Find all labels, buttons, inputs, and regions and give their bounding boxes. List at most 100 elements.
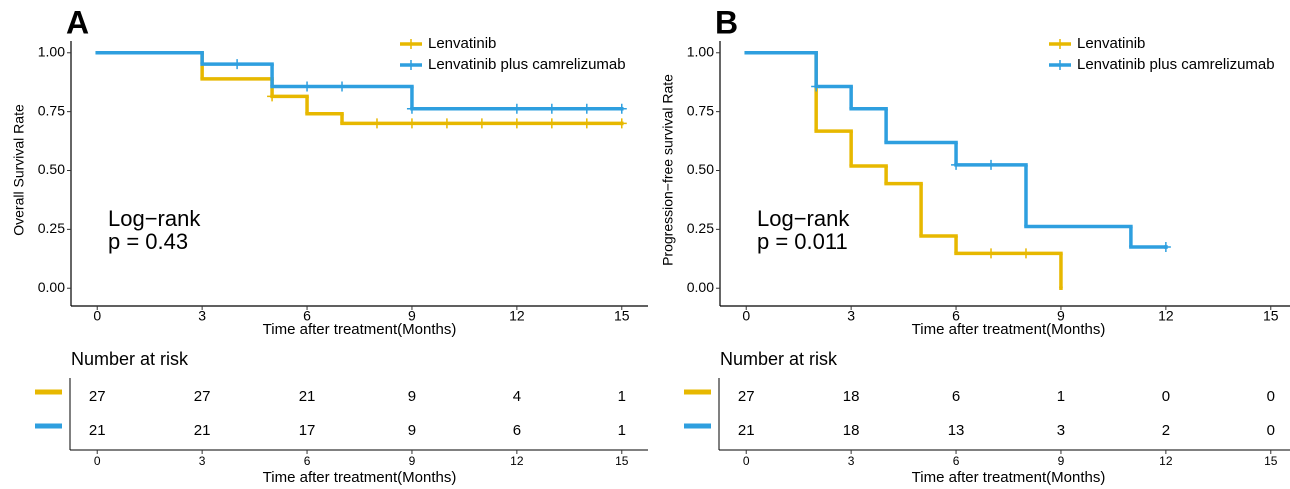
x-axis-label: Time after treatment(Months) <box>263 321 457 338</box>
censor-mark <box>616 118 627 129</box>
x-tick-label: 15 <box>1263 308 1279 324</box>
censor-mark <box>406 103 417 114</box>
censor-mark <box>302 81 313 92</box>
censor-mark <box>986 248 997 259</box>
y-tick-label: 0.25 <box>38 220 65 236</box>
x-tick-label: 0 <box>93 308 101 324</box>
risk-x-axis-label: Time after treatment(Months) <box>912 469 1106 486</box>
risk-count: 27 <box>89 388 106 405</box>
legend-label: Lenvatinib <box>1077 35 1145 52</box>
censor-mark <box>1160 242 1171 253</box>
y-tick-label: 0.25 <box>687 220 714 236</box>
censor-mark <box>267 91 278 102</box>
risk-count: 13 <box>948 422 965 439</box>
risk-x-tick-label: 3 <box>199 454 206 468</box>
risk-table-title: Number at risk <box>720 349 838 369</box>
y-tick-label: 0.50 <box>687 161 714 177</box>
annotation: Log−rank <box>757 206 850 231</box>
risk-count: 18 <box>843 422 860 439</box>
censor-mark <box>511 118 522 129</box>
risk-count: 27 <box>738 388 755 405</box>
risk-count: 21 <box>194 422 211 439</box>
y-tick-label: 0.75 <box>687 102 714 118</box>
censor-mark <box>406 118 417 129</box>
censor-mark <box>616 103 627 114</box>
x-tick-label: 3 <box>198 308 206 324</box>
censor-mark <box>371 118 382 129</box>
risk-count: 0 <box>1162 388 1170 405</box>
censor-mark <box>1020 248 1031 259</box>
x-axis-label: Time after treatment(Months) <box>912 321 1106 338</box>
risk-x-tick-label: 3 <box>848 454 855 468</box>
legend-label: Lenvatinib plus camrelizumab <box>428 56 626 73</box>
risk-count: 0 <box>1267 388 1275 405</box>
censor-mark <box>811 81 822 92</box>
censor-mark <box>951 159 962 170</box>
risk-count: 9 <box>408 422 416 439</box>
y-tick-label: 0.50 <box>38 161 65 177</box>
risk-count: 1 <box>618 388 626 405</box>
risk-x-tick-label: 12 <box>510 454 524 468</box>
risk-count: 17 <box>299 422 316 439</box>
risk-table-title: Number at risk <box>71 349 189 369</box>
x-tick-label: 15 <box>614 308 630 324</box>
x-tick-label: 0 <box>742 308 750 324</box>
risk-count: 4 <box>513 388 521 405</box>
censor-mark <box>476 118 487 129</box>
y-tick-label: 1.00 <box>38 43 65 59</box>
risk-x-tick-label: 6 <box>304 454 311 468</box>
risk-count: 1 <box>618 422 626 439</box>
y-tick-label: 1.00 <box>687 43 714 59</box>
risk-count: 21 <box>738 422 755 439</box>
censor-mark <box>511 103 522 114</box>
censor-mark <box>581 118 592 129</box>
x-tick-label: 12 <box>509 308 525 324</box>
risk-x-tick-label: 6 <box>953 454 960 468</box>
censor-mark <box>546 103 557 114</box>
risk-count: 0 <box>1267 422 1275 439</box>
x-tick-label: 9 <box>408 308 416 324</box>
risk-x-tick-label: 15 <box>1264 454 1278 468</box>
risk-count: 21 <box>299 388 316 405</box>
censor-mark <box>546 118 557 129</box>
risk-count: 21 <box>89 422 106 439</box>
legend-label: Lenvatinib <box>428 35 496 52</box>
y-tick-label: 0.00 <box>38 279 65 295</box>
censor-mark <box>441 118 452 129</box>
y-axis-label: Overall Survival Rate <box>11 104 27 236</box>
x-tick-label: 3 <box>847 308 855 324</box>
x-tick-label: 6 <box>952 308 960 324</box>
risk-x-tick-label: 9 <box>1058 454 1065 468</box>
annotation: p = 0.43 <box>108 229 188 254</box>
risk-count: 2 <box>1162 422 1170 439</box>
y-tick-label: 0.75 <box>38 102 65 118</box>
censor-mark <box>581 103 592 114</box>
panel-label: A <box>66 4 89 40</box>
x-tick-label: 12 <box>1158 308 1174 324</box>
risk-count: 27 <box>194 388 211 405</box>
y-axis-label: Progression−free survival Rate <box>660 74 676 266</box>
panel-label: B <box>715 4 738 40</box>
legend-label: Lenvatinib plus camrelizumab <box>1077 56 1275 73</box>
censor-mark <box>986 159 997 170</box>
risk-count: 18 <box>843 388 860 405</box>
x-tick-label: 6 <box>303 308 311 324</box>
risk-count: 9 <box>408 388 416 405</box>
censor-mark <box>337 81 348 92</box>
risk-x-tick-label: 0 <box>743 454 750 468</box>
risk-count: 1 <box>1057 388 1065 405</box>
x-tick-label: 9 <box>1057 308 1065 324</box>
risk-x-tick-label: 9 <box>409 454 416 468</box>
risk-x-axis-label: Time after treatment(Months) <box>263 469 457 486</box>
risk-x-tick-label: 15 <box>615 454 629 468</box>
risk-x-tick-label: 0 <box>94 454 101 468</box>
y-tick-label: 0.00 <box>687 279 714 295</box>
annotation: Log−rank <box>108 206 201 231</box>
risk-count: 3 <box>1057 422 1065 439</box>
annotation: p = 0.011 <box>757 229 848 254</box>
risk-x-tick-label: 12 <box>1159 454 1173 468</box>
risk-count: 6 <box>952 388 960 405</box>
risk-count: 6 <box>513 422 521 439</box>
censor-mark <box>232 59 243 70</box>
